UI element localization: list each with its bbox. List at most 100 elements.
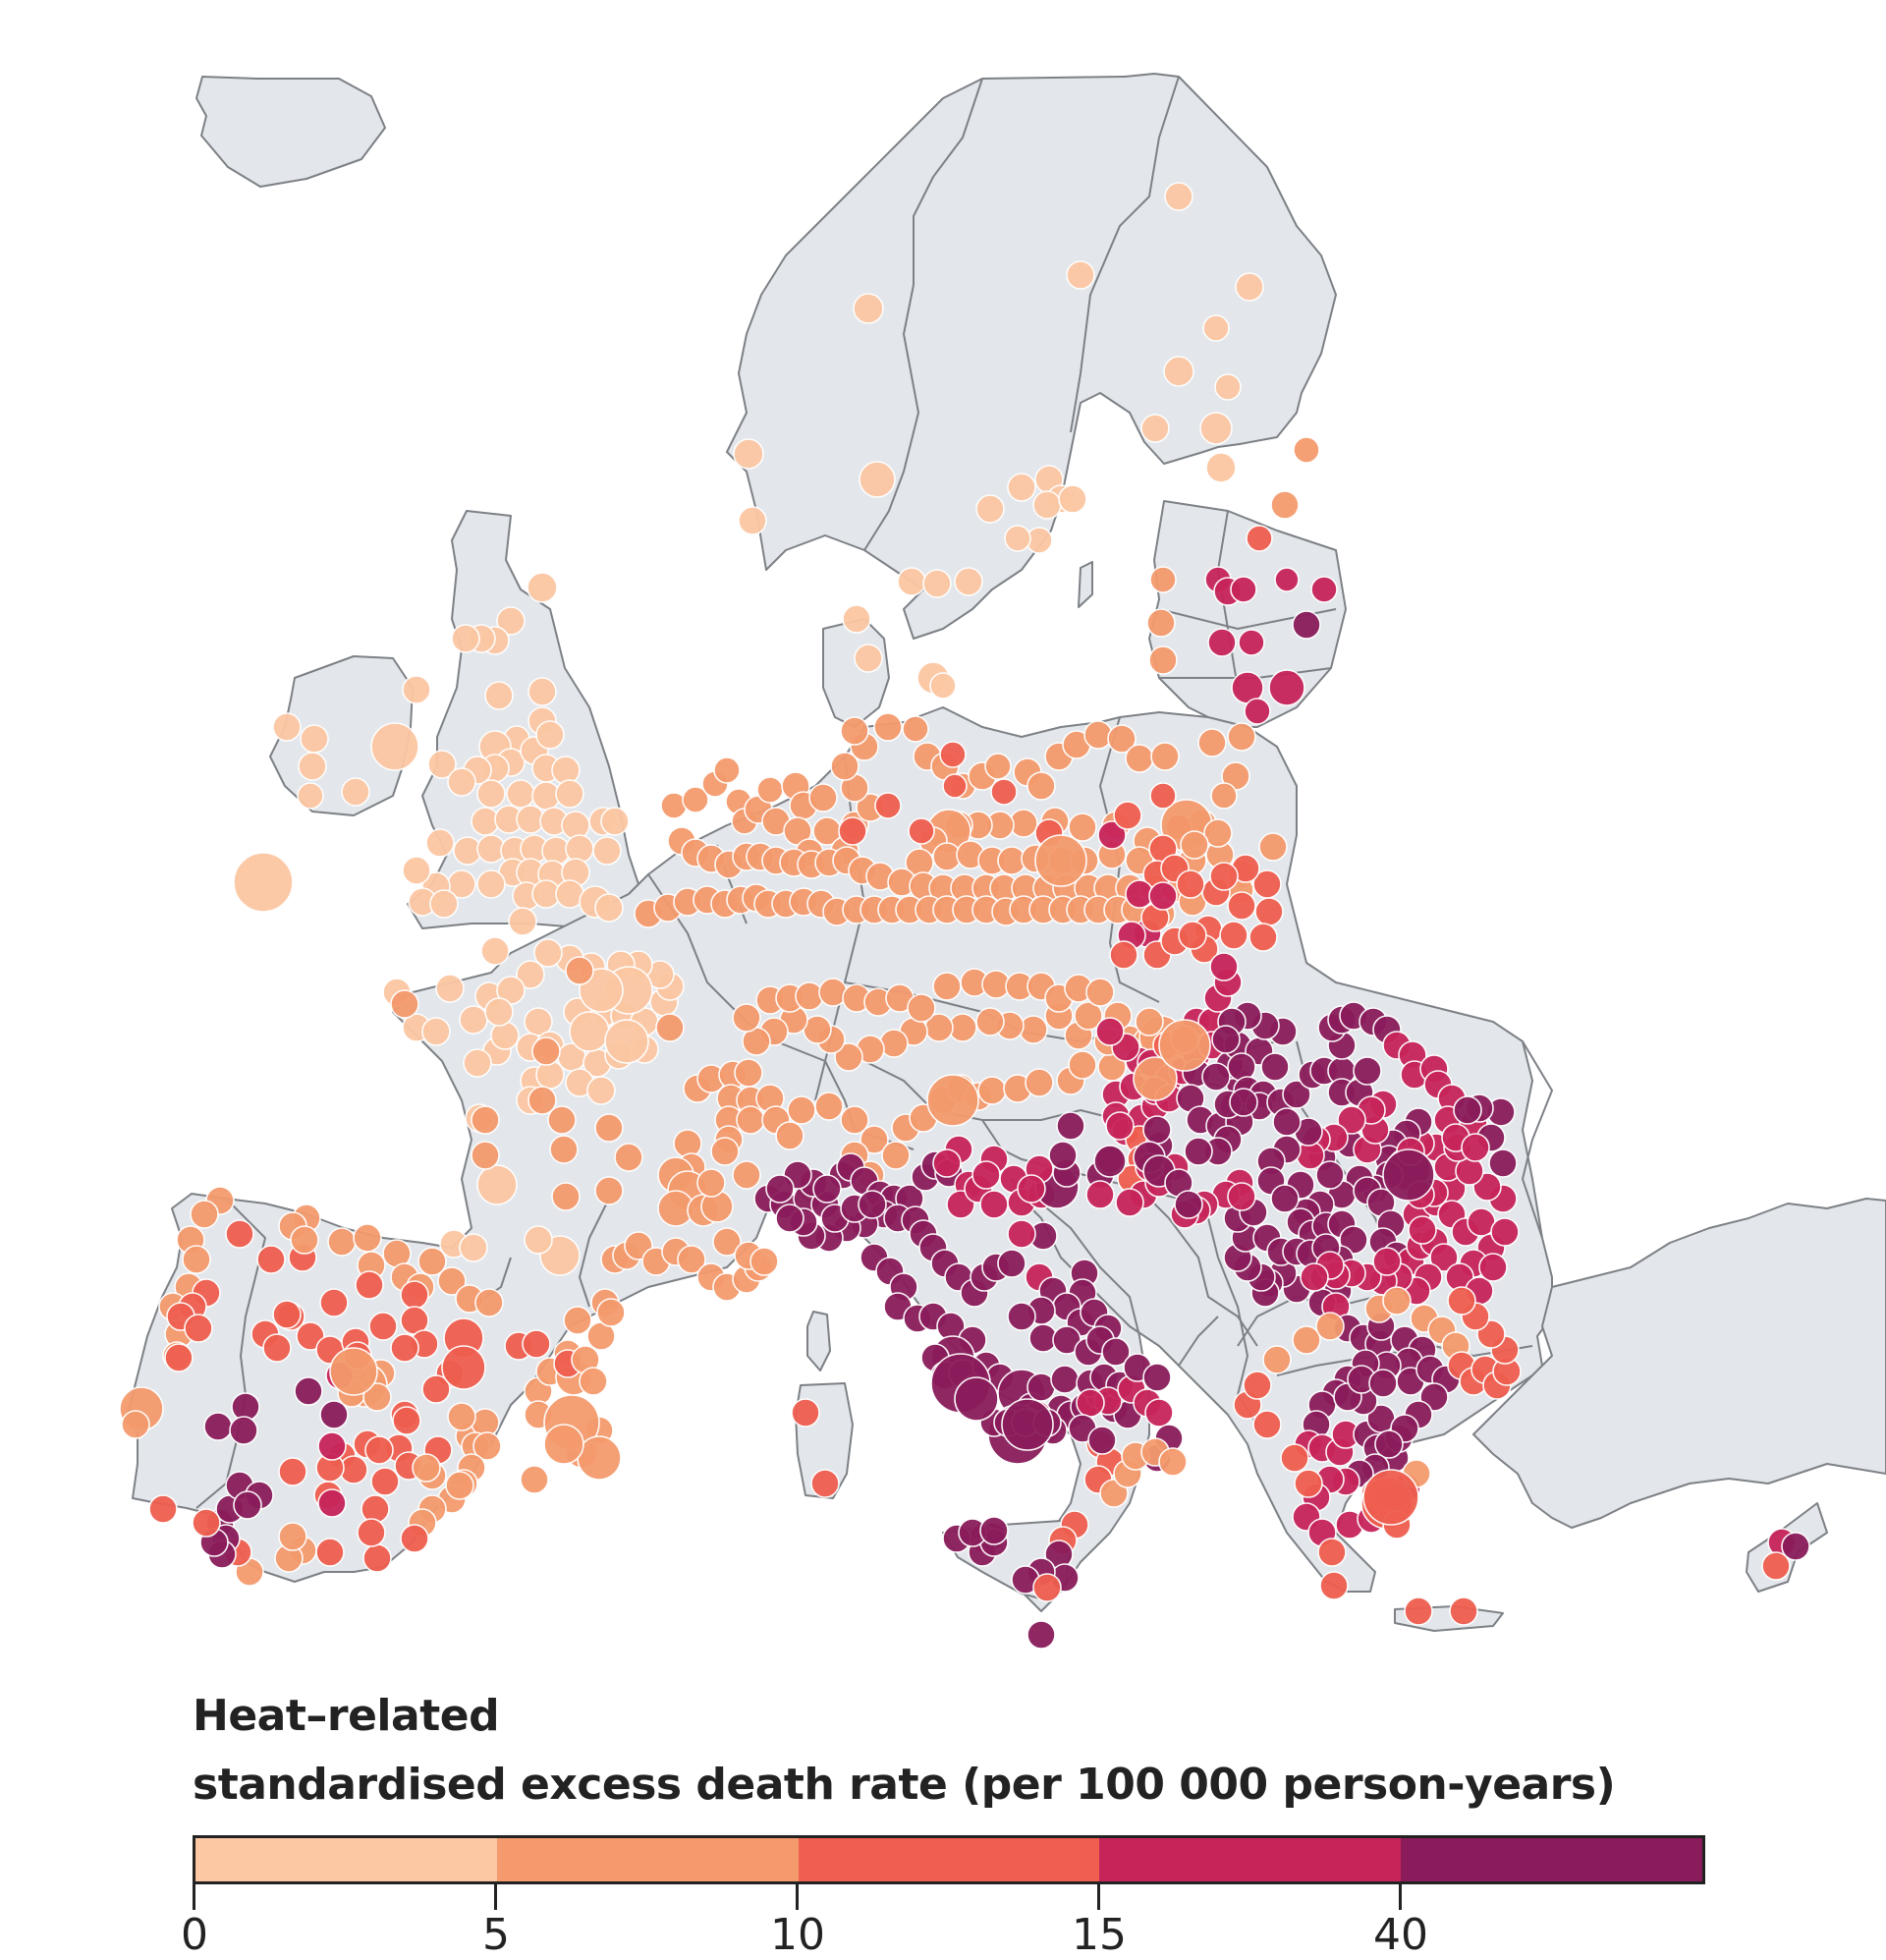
city-marker xyxy=(1374,1429,1404,1459)
city-marker xyxy=(476,869,506,899)
city-marker xyxy=(1148,645,1178,675)
city-marker xyxy=(402,675,431,704)
city-marker xyxy=(1158,1447,1188,1477)
city-marker xyxy=(881,1141,911,1170)
legend-tick xyxy=(193,1884,195,1910)
city-marker xyxy=(496,606,526,636)
city-marker xyxy=(1219,921,1248,950)
city-marker xyxy=(1202,314,1230,342)
city-marker xyxy=(1007,473,1036,502)
city-marker xyxy=(1093,1145,1127,1178)
city-marker xyxy=(592,836,622,866)
city-marker xyxy=(775,1204,804,1233)
city-marker xyxy=(1270,490,1300,520)
city-marker xyxy=(1178,921,1207,950)
city-marker xyxy=(290,1225,319,1255)
city-marker xyxy=(713,756,741,784)
city-marker xyxy=(1017,1174,1046,1204)
city-marker xyxy=(1258,832,1288,862)
legend-tick-label-10: 10 xyxy=(770,1910,825,1960)
legend-swatch-15-40 xyxy=(1099,1838,1402,1881)
city-marker xyxy=(317,1488,347,1518)
city-marker xyxy=(838,816,867,846)
city-marker xyxy=(579,1367,608,1396)
city-marker xyxy=(1101,1337,1131,1367)
city-marker xyxy=(533,938,563,968)
city-marker xyxy=(1105,1111,1135,1141)
city-marker xyxy=(596,1298,626,1327)
city-marker xyxy=(1007,1219,1036,1249)
city-marker xyxy=(604,1019,649,1064)
city-marker xyxy=(327,1227,357,1257)
city-marker xyxy=(121,1410,150,1439)
city-marker xyxy=(370,1467,400,1496)
city-marker xyxy=(480,936,510,966)
city-marker xyxy=(1781,1532,1810,1561)
city-marker xyxy=(522,1329,551,1359)
city-marker xyxy=(897,567,926,596)
city-marker xyxy=(1148,881,1178,911)
city-marker xyxy=(1235,272,1264,302)
corsica-shape xyxy=(806,1311,831,1372)
city-marker xyxy=(979,1516,1009,1545)
city-marker xyxy=(907,993,936,1023)
city-marker xyxy=(262,1333,292,1363)
city-marker xyxy=(190,1200,219,1229)
city-marker xyxy=(233,852,294,913)
city-marker xyxy=(1310,576,1338,603)
iceland-shape xyxy=(195,76,386,188)
city-marker xyxy=(476,1164,518,1205)
city-marker xyxy=(427,750,457,779)
city-marker xyxy=(1048,1141,1078,1170)
city-marker xyxy=(840,1105,869,1135)
city-marker xyxy=(954,1376,999,1422)
city-marker xyxy=(429,889,459,919)
city-marker xyxy=(734,1058,763,1088)
city-marker xyxy=(834,1042,863,1072)
city-marker xyxy=(1292,610,1321,640)
city-marker xyxy=(278,1457,307,1486)
city-marker xyxy=(329,1347,378,1396)
city-marker xyxy=(858,1190,887,1219)
city-marker xyxy=(1238,629,1265,656)
city-marker xyxy=(1490,1217,1520,1247)
city-marker xyxy=(1268,669,1305,706)
city-markers xyxy=(119,182,1810,1650)
city-marker xyxy=(1282,1080,1311,1109)
city-marker xyxy=(902,715,929,743)
city-marker xyxy=(315,1538,345,1567)
city-marker xyxy=(543,1424,584,1465)
city-marker xyxy=(997,1249,1026,1278)
city-marker xyxy=(1449,1596,1478,1626)
city-marker xyxy=(400,1280,429,1310)
city-marker xyxy=(1315,1312,1345,1341)
city-marker xyxy=(738,506,767,535)
city-marker xyxy=(549,1135,579,1164)
city-marker xyxy=(977,1076,1007,1105)
legend-tick xyxy=(1097,1884,1100,1910)
city-marker xyxy=(1004,525,1031,552)
city-marker xyxy=(184,1314,213,1343)
city-marker xyxy=(1001,1398,1054,1451)
city-marker xyxy=(390,989,419,1019)
city-marker xyxy=(1362,1469,1419,1526)
city-marker xyxy=(421,1017,451,1046)
city-marker xyxy=(859,461,896,498)
city-marker xyxy=(756,776,784,804)
city-marker xyxy=(1203,818,1233,848)
legend-title-line2: standardised excess death rate (per 100 … xyxy=(193,1760,1616,1810)
legend-tick-label-0: 0 xyxy=(181,1910,208,1960)
city-marker xyxy=(1085,1180,1115,1209)
city-marker xyxy=(942,773,968,799)
city-marker xyxy=(1142,1363,1172,1392)
city-marker xyxy=(1140,414,1170,443)
city-marker xyxy=(765,1174,795,1204)
city-marker xyxy=(297,782,324,810)
city-marker xyxy=(1164,182,1193,211)
city-marker xyxy=(476,779,506,809)
city-marker xyxy=(1300,1262,1329,1292)
city-marker xyxy=(1227,891,1256,921)
city-marker xyxy=(971,1160,1001,1190)
city-marker xyxy=(1142,1115,1172,1145)
city-marker xyxy=(854,644,883,673)
